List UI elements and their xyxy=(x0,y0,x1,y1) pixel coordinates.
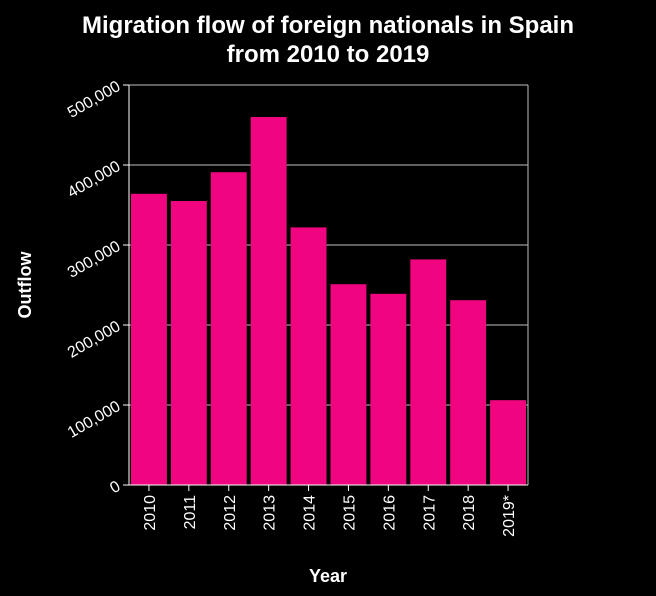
x-tick-label: 2014 xyxy=(302,495,319,531)
y-axis: 0 100,000 200,000 300,000 400,000 500,000 xyxy=(65,78,130,497)
x-tick-label: 2015 xyxy=(341,495,358,531)
x-tick-label: 2010 xyxy=(142,495,159,531)
bar-2018 xyxy=(450,300,487,485)
x-tick-label: 2019* xyxy=(501,495,518,537)
bar-2015 xyxy=(330,284,367,485)
y-tick-label: 0 xyxy=(107,478,123,497)
x-tick-label: 2017 xyxy=(421,495,438,531)
y-axis-label: Outflow xyxy=(15,251,35,319)
bar-2016 xyxy=(370,293,407,485)
plot-area xyxy=(129,84,529,486)
x-tick-label: 2018 xyxy=(461,495,478,531)
chart-title-line-1: Migration flow of foreign nationals in S… xyxy=(82,12,574,39)
x-axis-label: Year xyxy=(309,566,347,586)
bar-2011 xyxy=(170,201,207,485)
x-tick-label: 2011 xyxy=(182,495,199,530)
bar-2019 xyxy=(490,400,527,485)
bar-2010 xyxy=(130,193,167,486)
x-tick-label: 2012 xyxy=(222,495,239,531)
bar-2013 xyxy=(250,117,287,485)
y-tick-label: 200,000 xyxy=(65,318,124,362)
bar-2012 xyxy=(210,172,247,485)
chart-title-line-2: from 2010 to 2019 xyxy=(227,41,430,68)
bar-2014 xyxy=(290,227,327,485)
y-tick-label: 100,000 xyxy=(65,398,124,442)
bar-2017 xyxy=(410,259,447,485)
y-tick-label: 300,000 xyxy=(65,238,124,282)
y-tick-label: 500,000 xyxy=(65,78,124,122)
y-tick-label: 400,000 xyxy=(65,158,124,202)
x-tick-label: 2016 xyxy=(381,495,398,531)
x-axis: 2010 2011 2012 2013 2014 2015 2016 2017 2018 2019… xyxy=(129,484,528,537)
x-tick-label: 2013 xyxy=(262,495,279,531)
